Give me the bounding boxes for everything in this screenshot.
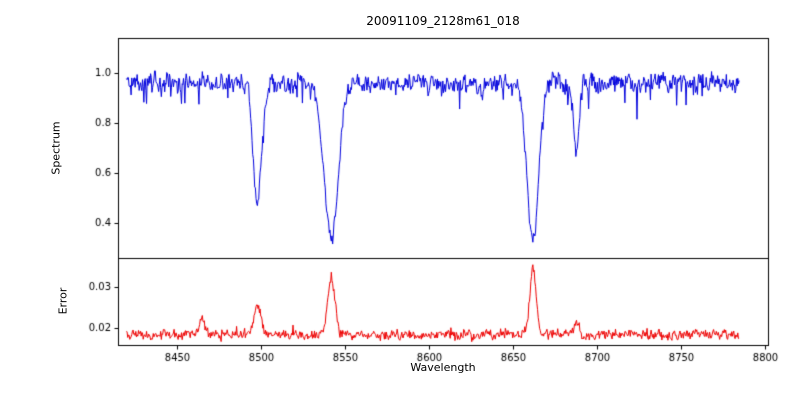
error-ylabel: Error bbox=[56, 287, 70, 315]
spectrum-ylabel: Spectrum bbox=[49, 121, 63, 175]
x-axis-label: Wavelength bbox=[410, 361, 476, 374]
plot-title: 20091109_2128m61_018 bbox=[366, 14, 520, 28]
